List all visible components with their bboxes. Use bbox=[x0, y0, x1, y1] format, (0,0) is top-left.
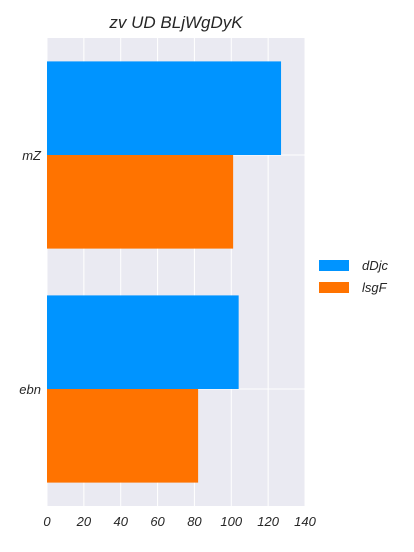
y-axis-ticks: mZ ebn bbox=[19, 148, 42, 397]
legend-swatch bbox=[319, 282, 349, 293]
x-tick-label: 60 bbox=[150, 514, 165, 529]
x-tick-label: 0 bbox=[43, 514, 51, 529]
chart-title: zv UD BLjWgDyK bbox=[108, 13, 243, 32]
x-tick-label: 100 bbox=[220, 514, 242, 529]
legend: dDjc lsgF bbox=[319, 258, 389, 295]
x-axis-ticks: 0 20 40 60 80 100 120 140 bbox=[43, 514, 316, 529]
bar-dDjc-ebn bbox=[47, 295, 239, 389]
bars bbox=[47, 61, 282, 483]
x-tick-label: 120 bbox=[257, 514, 279, 529]
x-tick-label: 20 bbox=[76, 514, 92, 529]
bar-dDjc-mZ bbox=[47, 61, 282, 155]
y-tick-label: mZ bbox=[22, 148, 42, 163]
legend-label: lsgF bbox=[362, 280, 388, 295]
x-tick-label: 140 bbox=[294, 514, 316, 529]
legend-swatch bbox=[319, 260, 349, 271]
x-tick-label: 80 bbox=[187, 514, 202, 529]
y-tick-label: ebn bbox=[19, 382, 41, 397]
bar-lsgF-ebn bbox=[47, 389, 199, 483]
legend-label: dDjc bbox=[362, 258, 389, 273]
bar-lsgF-mZ bbox=[47, 155, 234, 249]
x-tick-label: 40 bbox=[113, 514, 128, 529]
